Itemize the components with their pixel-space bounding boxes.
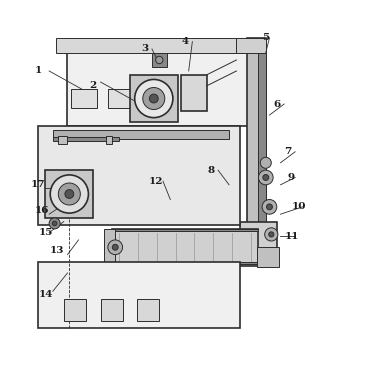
Text: 12: 12 — [148, 177, 163, 185]
Text: 7: 7 — [284, 147, 292, 156]
Text: 13: 13 — [49, 247, 64, 256]
Circle shape — [156, 56, 163, 64]
Circle shape — [112, 244, 118, 250]
Bar — [112, 229, 258, 231]
Bar — [181, 75, 207, 111]
Bar — [71, 89, 97, 108]
Text: 3: 3 — [141, 44, 148, 54]
Bar — [67, 45, 258, 126]
Bar — [38, 126, 240, 225]
Bar — [258, 38, 266, 244]
Circle shape — [269, 232, 274, 237]
Bar — [57, 38, 262, 53]
Text: 10: 10 — [292, 202, 306, 211]
Circle shape — [262, 199, 277, 214]
Circle shape — [49, 218, 60, 229]
Circle shape — [266, 204, 272, 210]
Text: 2: 2 — [90, 81, 97, 90]
Text: 14: 14 — [38, 291, 53, 299]
Circle shape — [263, 175, 269, 181]
Bar — [112, 229, 258, 266]
Text: 4: 4 — [181, 37, 189, 46]
Bar — [257, 247, 279, 267]
Text: 9: 9 — [288, 173, 295, 182]
Bar — [46, 170, 93, 218]
Bar — [112, 262, 258, 264]
Circle shape — [50, 175, 88, 213]
Circle shape — [135, 80, 173, 118]
Bar — [53, 130, 229, 139]
Circle shape — [149, 94, 158, 103]
Circle shape — [53, 221, 57, 225]
Text: 1: 1 — [34, 66, 42, 75]
Circle shape — [108, 240, 122, 254]
Text: 15: 15 — [38, 228, 53, 237]
Bar — [236, 38, 266, 53]
Circle shape — [65, 190, 74, 198]
Bar — [240, 222, 277, 251]
Circle shape — [58, 183, 80, 205]
Bar — [38, 262, 240, 328]
Bar — [104, 229, 115, 266]
Bar — [152, 53, 166, 67]
Bar — [248, 38, 266, 244]
Text: 16: 16 — [34, 206, 49, 215]
Text: 6: 6 — [273, 100, 280, 109]
Text: 8: 8 — [207, 166, 214, 175]
Text: 17: 17 — [31, 180, 46, 189]
Bar — [130, 75, 178, 123]
Text: 5: 5 — [262, 34, 269, 43]
Bar — [106, 136, 112, 144]
Circle shape — [265, 228, 278, 241]
Bar — [108, 89, 134, 108]
Circle shape — [258, 170, 273, 185]
Circle shape — [143, 87, 165, 110]
Bar — [137, 299, 159, 321]
Circle shape — [260, 157, 271, 168]
Text: 11: 11 — [284, 232, 299, 241]
Bar — [101, 299, 122, 321]
Bar — [64, 299, 86, 321]
Bar — [58, 136, 67, 144]
Bar — [53, 137, 119, 141]
